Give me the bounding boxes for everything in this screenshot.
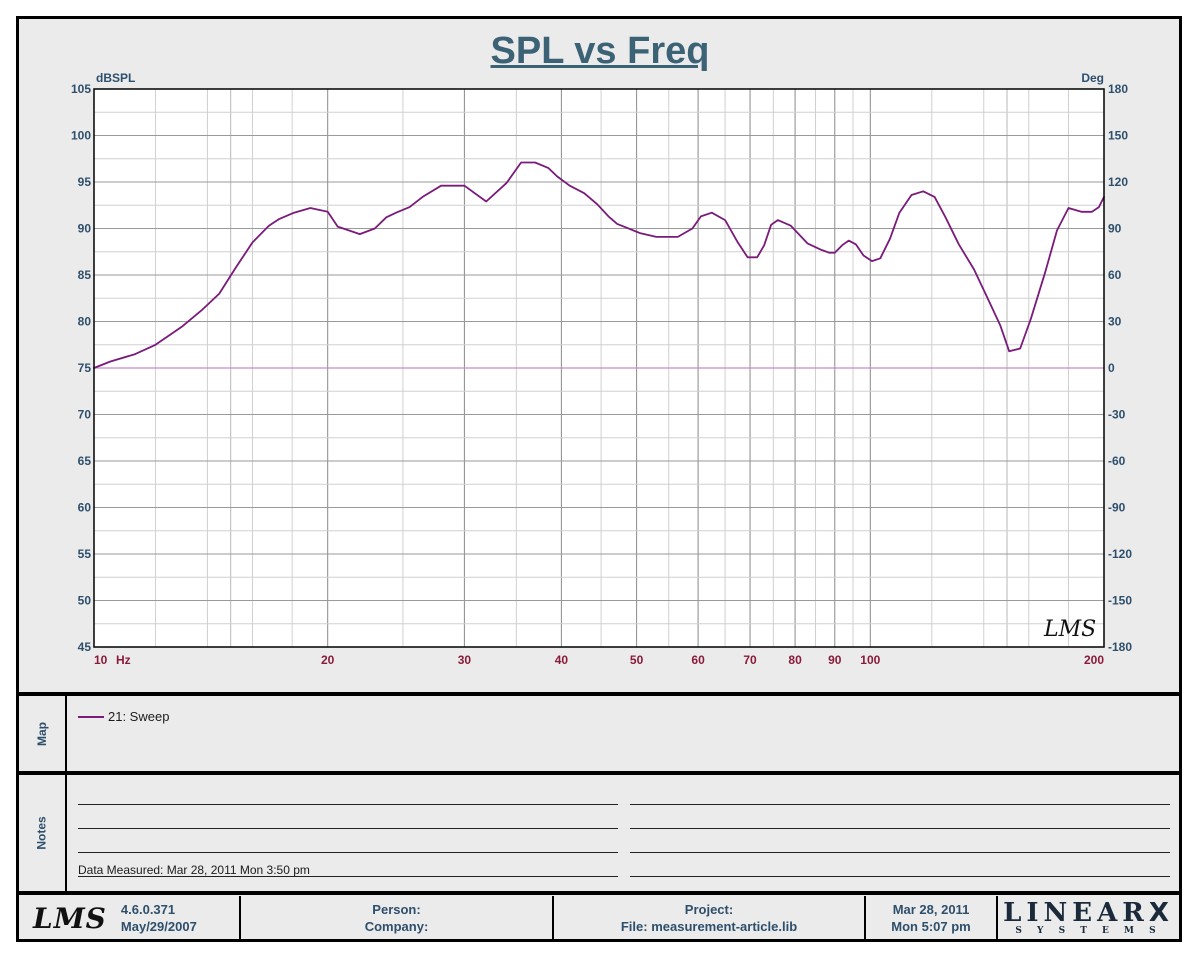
y-tick-label: 80 (78, 315, 92, 329)
note-line (630, 876, 1170, 877)
plot-border (93, 88, 1105, 648)
y2-tick-label: 0 (1108, 361, 1115, 375)
x-tick-label: 40 (555, 653, 569, 667)
series-layer (93, 161, 1105, 369)
y2-tick-label: 150 (1108, 129, 1128, 143)
x-tick-label: 80 (788, 653, 802, 667)
y2-tick-label: 30 (1108, 315, 1122, 329)
note-line (630, 852, 1170, 853)
y-tick-label: 90 (78, 222, 92, 236)
project-label: Project: (684, 902, 734, 917)
legend-item-sweep: 21: Sweep (78, 709, 169, 724)
y-tick-label: 75 (78, 361, 92, 375)
y-tick-label: 50 (78, 594, 92, 608)
note-line (630, 804, 1170, 805)
y2-tick-label: -90 (1108, 501, 1126, 515)
legend-swatch (78, 715, 104, 718)
y-ticks: 105 100 95 90 85 80 75 70 65 60 55 50 45 (71, 82, 91, 654)
y2-tick-label: 120 (1108, 175, 1128, 189)
company-label: Company: (364, 919, 429, 934)
y2-ticks: 180 150 120 90 60 30 0 -30 -60 -90 -120 -150 -180 (1108, 82, 1132, 654)
note-line (78, 876, 618, 877)
y-tick-label: 60 (78, 501, 92, 515)
series-line-sweep (93, 161, 1105, 369)
x-tick-label: 20 (321, 653, 335, 667)
y2-tick-label: -150 (1108, 594, 1132, 608)
chart-title: SPL vs Freq (490, 30, 710, 72)
x-tick-label: 200 (1084, 653, 1104, 667)
data-measured: Data Measured: Mar 28, 2011 Mon 3:50 pm (78, 863, 310, 877)
x-tick-label: 10 (94, 653, 108, 667)
y2-tick-label: 60 (1108, 268, 1122, 282)
map-divider (16, 692, 1182, 696)
left-axis-label: dBSPL (96, 71, 135, 85)
notes-divider (16, 771, 1182, 775)
y2-tick-label: -180 (1108, 640, 1132, 654)
brand-linear: LINEAR (1003, 897, 1149, 928)
person-label: Person: (372, 902, 421, 917)
note-line (630, 828, 1170, 829)
brand-x: X (1148, 897, 1174, 928)
y2-tick-label: -30 (1108, 408, 1126, 422)
footer-version-cell: LMS 4.6.0.371 May/29/2007 (19, 896, 241, 940)
lms-logo: LMS (33, 901, 107, 935)
x-tick-label: 70 (743, 653, 757, 667)
y-tick-label: 70 (78, 408, 92, 422)
y2-tick-label: 90 (1108, 222, 1122, 236)
brand-systems: S Y S T E M S (1015, 925, 1162, 936)
version-number: 4.6.0.371 (120, 902, 176, 917)
y-tick-label: 65 (78, 454, 92, 468)
x-tick-label: 60 (691, 653, 705, 667)
note-line (78, 828, 618, 829)
x-tick-label: 30 (458, 653, 472, 667)
footer-date-cell: Mar 28, 2011 Mon 5:07 pm (866, 896, 998, 940)
x-tick-label: 90 (828, 653, 842, 667)
file-label: File: measurement-article.lib (620, 919, 798, 934)
notes-label: Notes (19, 775, 67, 891)
x-tick-label: 50 (630, 653, 644, 667)
y-tick-label: 55 (78, 547, 92, 561)
x-ticks: 10 20 30 40 50 60 70 80 90 100 200 (94, 653, 1104, 667)
y2-tick-label: -120 (1108, 547, 1132, 561)
footer-person-cell: Person: Company: (241, 896, 554, 940)
y-tick-label: 100 (71, 129, 91, 143)
x-unit-label: Hz (116, 653, 131, 667)
y-tick-label: 85 (78, 268, 92, 282)
lms-watermark: LMS (1043, 617, 1096, 642)
map-label: Map (19, 696, 67, 772)
footer-project-cell: Project: File: measurement-article.lib (554, 896, 866, 940)
footer-divider (16, 891, 1182, 895)
linearx-logo: LINEARX S Y S T E M S (998, 896, 1179, 940)
right-axis-label: Deg (1081, 71, 1104, 85)
y2-tick-label: -60 (1108, 454, 1126, 468)
note-line (78, 804, 618, 805)
version-date: May/29/2007 (120, 919, 197, 934)
note-line (78, 852, 618, 853)
y-tick-label: 105 (71, 82, 91, 96)
legend-label: 21: Sweep (108, 709, 170, 724)
x-tick-label: 100 (860, 653, 880, 667)
footer-time: Mon 5:07 pm (891, 919, 971, 934)
y-tick-label: 95 (78, 175, 92, 189)
y2-tick-label: 180 (1108, 82, 1128, 96)
footer-date: Mar 28, 2011 (892, 902, 970, 917)
y-tick-label: 45 (78, 640, 92, 654)
